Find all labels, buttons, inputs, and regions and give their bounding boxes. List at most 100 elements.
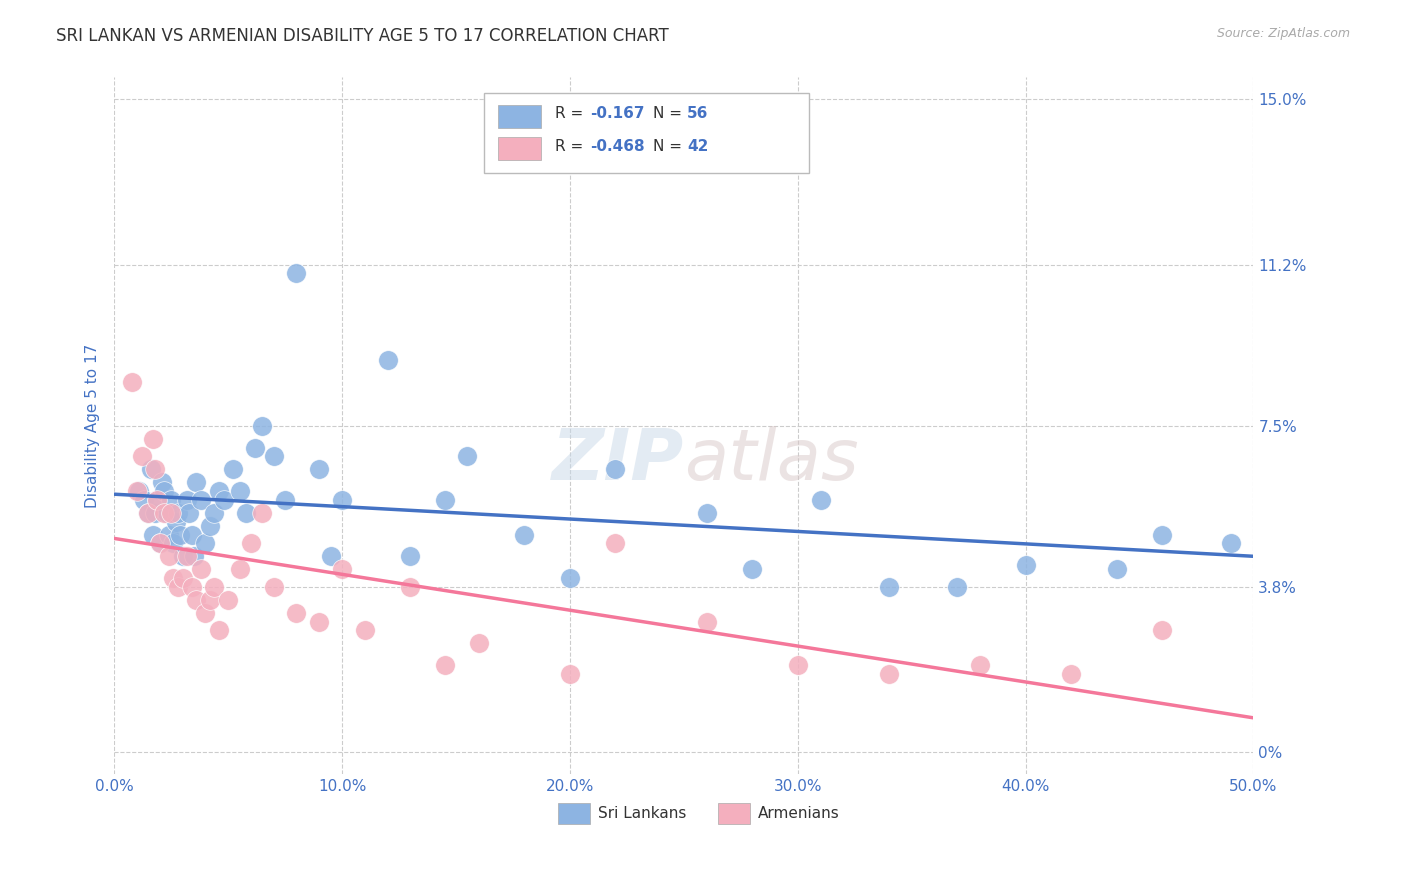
Point <box>180 580 202 594</box>
Text: R =: R = <box>555 139 588 154</box>
Point <box>142 527 165 541</box>
FancyBboxPatch shape <box>558 804 591 824</box>
Text: R =: R = <box>555 106 588 121</box>
Point <box>167 506 190 520</box>
Text: -0.167: -0.167 <box>591 106 645 121</box>
Point <box>217 593 239 607</box>
Point <box>433 658 456 673</box>
Point <box>186 475 208 490</box>
Point <box>150 475 173 490</box>
Text: 56: 56 <box>688 106 709 121</box>
Point <box>121 375 143 389</box>
Point <box>176 549 198 564</box>
Point <box>741 562 763 576</box>
Point <box>198 593 221 607</box>
Point <box>399 549 422 564</box>
Point <box>149 536 172 550</box>
Point <box>149 536 172 550</box>
Point <box>433 492 456 507</box>
Point <box>946 580 969 594</box>
Point <box>125 483 148 498</box>
Point <box>190 562 212 576</box>
Point <box>319 549 342 564</box>
Point <box>605 462 627 476</box>
Point <box>142 432 165 446</box>
Point <box>252 506 274 520</box>
Text: ZIP: ZIP <box>551 426 683 495</box>
Point <box>176 492 198 507</box>
Point <box>274 492 297 507</box>
Point <box>190 492 212 507</box>
Point <box>696 615 718 629</box>
Point <box>399 580 422 594</box>
Text: Sri Lankans: Sri Lankans <box>599 806 686 822</box>
Point <box>157 527 180 541</box>
Point <box>228 483 250 498</box>
Point <box>228 562 250 576</box>
Point <box>153 506 176 520</box>
Point <box>167 580 190 594</box>
Point <box>208 624 231 638</box>
Point <box>285 606 308 620</box>
Point <box>132 492 155 507</box>
Text: N =: N = <box>652 106 688 121</box>
Point <box>235 506 257 520</box>
Point <box>558 666 581 681</box>
Point <box>155 506 177 520</box>
Point <box>179 506 201 520</box>
Point <box>204 580 226 594</box>
Point <box>212 492 235 507</box>
Point <box>969 658 991 673</box>
Point <box>377 353 399 368</box>
Point <box>1014 558 1036 572</box>
Text: -0.468: -0.468 <box>591 139 645 154</box>
Point <box>245 441 267 455</box>
Point <box>138 506 160 520</box>
Point <box>146 492 169 507</box>
Text: Armenians: Armenians <box>758 806 839 822</box>
Text: Source: ZipAtlas.com: Source: ZipAtlas.com <box>1216 27 1350 40</box>
Point <box>308 462 330 476</box>
Point <box>128 483 150 498</box>
Point <box>172 571 194 585</box>
FancyBboxPatch shape <box>498 104 541 128</box>
Point <box>1105 562 1128 576</box>
Text: N =: N = <box>652 139 688 154</box>
Point <box>239 536 262 550</box>
Point <box>160 492 183 507</box>
Point <box>513 527 536 541</box>
Point <box>180 527 202 541</box>
Text: atlas: atlas <box>683 426 859 495</box>
Point <box>263 449 285 463</box>
Point <box>696 506 718 520</box>
Point <box>456 449 478 463</box>
Point <box>183 549 205 564</box>
Point <box>194 536 217 550</box>
FancyBboxPatch shape <box>485 93 808 173</box>
Point <box>877 666 900 681</box>
Point <box>1152 527 1174 541</box>
Point <box>1152 624 1174 638</box>
Point <box>157 549 180 564</box>
Point <box>605 536 627 550</box>
Point <box>198 519 221 533</box>
Point <box>143 506 166 520</box>
Point <box>186 593 208 607</box>
Point <box>194 606 217 620</box>
FancyBboxPatch shape <box>498 137 541 161</box>
Point <box>169 527 191 541</box>
Point <box>131 449 153 463</box>
Y-axis label: Disability Age 5 to 17: Disability Age 5 to 17 <box>86 343 100 508</box>
Point <box>143 462 166 476</box>
Point <box>221 462 243 476</box>
Point <box>1219 536 1241 550</box>
Point <box>153 483 176 498</box>
Point <box>162 571 184 585</box>
Point <box>330 492 353 507</box>
Point <box>308 615 330 629</box>
Point <box>263 580 285 594</box>
Point <box>467 636 489 650</box>
Point <box>208 483 231 498</box>
Point <box>330 562 353 576</box>
Point <box>252 418 274 433</box>
